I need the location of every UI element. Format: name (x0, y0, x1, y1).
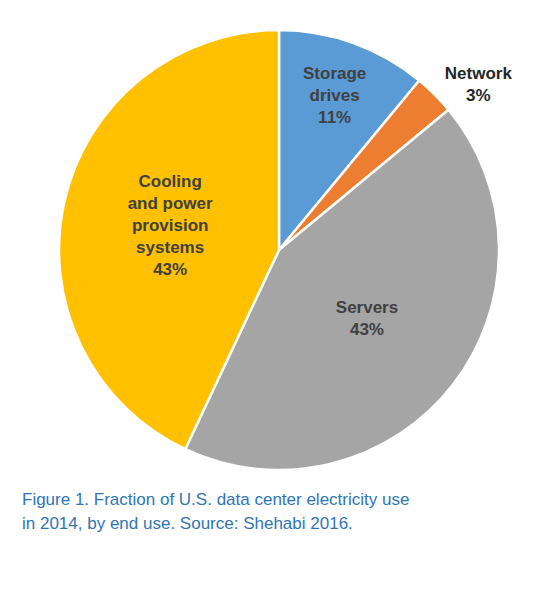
html-text:in 2014, by end use. Source: S: in 2014, by end use. Source: Shehabi 201… (22, 514, 353, 533)
svg-text:Coolingand powerprovisionsyste: Coolingand powerprovisionsystems43% (128, 172, 213, 279)
svg-text:Network3%: Network3% (445, 64, 513, 105)
svg-text:Storagedrives11%: Storagedrives11% (303, 64, 366, 127)
html-text:Figure 1. Fraction of U.S. dat: Figure 1. Fraction of U.S. data center e… (22, 490, 410, 509)
svg-text:Servers43%: Servers43% (336, 298, 398, 339)
